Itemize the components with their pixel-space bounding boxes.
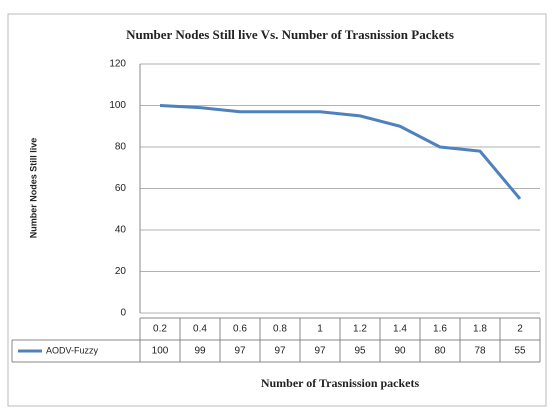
table-value: 97	[274, 346, 286, 357]
data-line	[159, 104, 522, 200]
x-axis-label: Number of Trasnission packets	[261, 376, 420, 390]
table-value: 78	[474, 346, 486, 357]
x-tick-label: 0.2	[153, 324, 167, 335]
table-value: 55	[514, 346, 526, 357]
y-axis-label: Number Nodes Still live	[28, 138, 38, 239]
y-tick-label: 100	[109, 100, 126, 111]
legend-label: AODV-Fuzzy	[46, 345, 99, 355]
y-tick-label: 120	[109, 59, 126, 70]
y-tick-label: 0	[120, 308, 126, 319]
x-tick-label: 1.4	[393, 324, 407, 335]
y-tick-label: 40	[115, 225, 127, 236]
table-value: 90	[394, 346, 406, 357]
table-value: 80	[434, 346, 446, 357]
table-value: 95	[354, 346, 366, 357]
y-tick-label: 80	[115, 142, 127, 153]
table-value: 97	[234, 346, 246, 357]
x-tick-label: 1	[317, 324, 323, 335]
x-tick-label: 1.2	[353, 324, 367, 335]
x-tick-label: 2	[517, 324, 523, 335]
table-value: 99	[194, 346, 206, 357]
table-value: 97	[314, 346, 326, 357]
table-value: 100	[152, 346, 169, 357]
chart-title: Number Nodes Still live Vs. Number of Tr…	[126, 27, 454, 42]
chart-frame	[7, 13, 547, 407]
x-tick-label: 0.4	[193, 324, 207, 335]
x-tick-label: 1.6	[433, 324, 447, 335]
y-tick-label: 20	[115, 266, 127, 277]
x-tick-label: 0.8	[273, 324, 287, 335]
y-tick-label: 60	[115, 183, 127, 194]
x-tick-label: 1.8	[473, 324, 487, 335]
x-tick-label: 0.6	[233, 324, 247, 335]
